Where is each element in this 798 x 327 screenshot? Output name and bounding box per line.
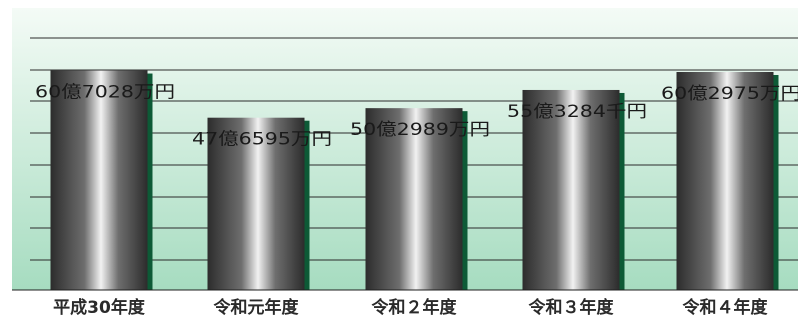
data-label: 47億6595万円 (192, 130, 332, 150)
data-label: 60億2975万円 (661, 84, 798, 104)
category-label: 令和３年度 (529, 297, 615, 318)
data-label: 55億3284千円 (507, 102, 647, 122)
data-label: 50億2989万円 (350, 120, 490, 140)
category-label: 令和元年度 (214, 297, 300, 318)
category-label: 令和２年度 (372, 297, 458, 318)
category-label: 平成30年度 (53, 297, 146, 318)
data-label: 60億7028万円 (35, 83, 175, 103)
bar (51, 71, 148, 290)
bar (677, 72, 774, 290)
category-label: 令和４年度 (683, 297, 769, 318)
